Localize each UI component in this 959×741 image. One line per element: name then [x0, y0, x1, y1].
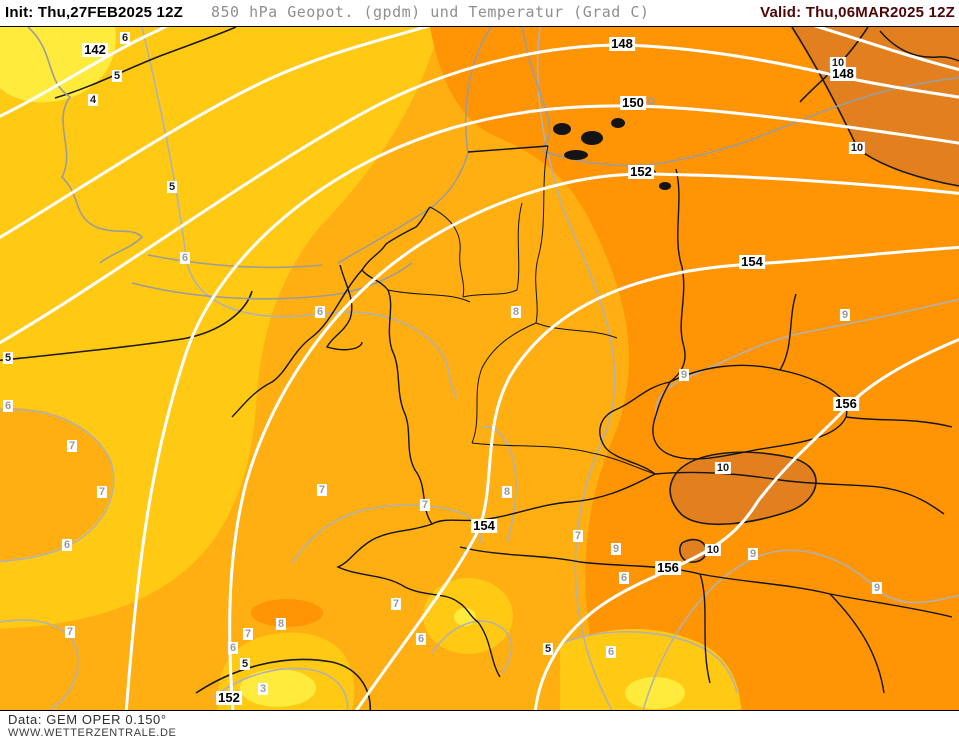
temperature-fill-layer	[0, 27, 959, 710]
init-time-label: Init: Thu,27FEB2025 12Z	[5, 4, 183, 21]
valid-time-label: Valid: Thu,06MAR2025 12Z	[760, 4, 955, 21]
data-source-label: Data: GEM OPER 0.150°	[8, 712, 167, 727]
weather-map	[0, 26, 959, 711]
chart-header: Init: Thu,27FEB2025 12Z 850 hPa Geopot. …	[0, 0, 959, 26]
website-label: WWW.WETTERZENTRALE.DE	[8, 727, 177, 739]
weather-map-svg	[0, 27, 959, 710]
chart-title: 850 hPa Geopot. (gpdm) und Temperatur (G…	[211, 3, 650, 21]
chart-footer: Data: GEM OPER 0.150° WWW.WETTERZENTRALE…	[0, 711, 959, 741]
